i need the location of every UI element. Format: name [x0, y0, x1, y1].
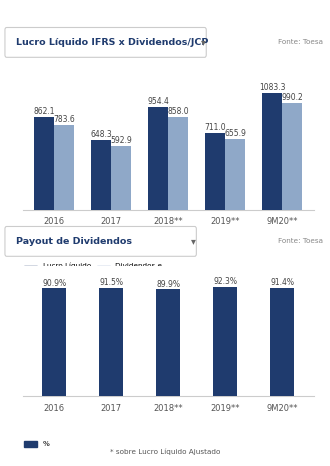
Bar — [168, 117, 188, 210]
Bar — [262, 93, 282, 210]
Text: Fonte: Toesa: Fonte: Toesa — [279, 40, 323, 45]
Bar — [35, 117, 54, 210]
Bar — [156, 289, 180, 396]
Text: ▾: ▾ — [201, 37, 206, 48]
Bar — [111, 146, 131, 210]
Text: Payout de Dividendos: Payout de Dividendos — [16, 237, 133, 246]
Text: 648.3: 648.3 — [90, 130, 112, 139]
Bar — [205, 133, 225, 210]
Text: 954.4: 954.4 — [148, 97, 169, 106]
Text: Lucro Líquido IFRS x Dividendos/JCP: Lucro Líquido IFRS x Dividendos/JCP — [16, 38, 209, 47]
Text: 89.9%: 89.9% — [156, 280, 180, 289]
Text: 858.0: 858.0 — [167, 107, 189, 116]
Bar — [99, 288, 123, 396]
Bar — [213, 287, 237, 396]
Bar — [148, 107, 168, 210]
Legend: Lucro Líquido
IFRS, Dividendos e
JCP: Lucro Líquido IFRS, Dividendos e JCP — [21, 260, 165, 279]
Text: * Consolidado (em R$ milhões) | ** Lucro Líquido
Ajustado: * Consolidado (em R$ milhões) | ** Lucro… — [136, 275, 313, 290]
Bar — [282, 103, 302, 210]
Text: * sobre Lucro Líquido Ajustado: * sobre Lucro Líquido Ajustado — [110, 448, 220, 455]
Legend: %: % — [21, 438, 52, 450]
Text: Fonte: Toesa: Fonte: Toesa — [279, 239, 323, 244]
Bar — [270, 288, 294, 396]
Text: ▾: ▾ — [191, 236, 196, 247]
Text: 91.5%: 91.5% — [99, 278, 123, 287]
Text: 592.9: 592.9 — [111, 136, 132, 145]
Text: 862.1: 862.1 — [34, 107, 55, 116]
Bar — [43, 288, 66, 396]
Text: 655.9: 655.9 — [224, 129, 246, 138]
Text: 91.4%: 91.4% — [270, 278, 294, 287]
Text: 90.9%: 90.9% — [42, 279, 66, 288]
Bar — [91, 140, 111, 210]
Text: 783.6: 783.6 — [53, 116, 75, 124]
Bar — [54, 125, 74, 210]
Text: 711.0: 711.0 — [205, 123, 226, 132]
Text: 1083.3: 1083.3 — [259, 83, 285, 92]
Text: 990.2: 990.2 — [281, 93, 303, 102]
Bar — [225, 139, 245, 210]
Text: 92.3%: 92.3% — [213, 277, 237, 286]
